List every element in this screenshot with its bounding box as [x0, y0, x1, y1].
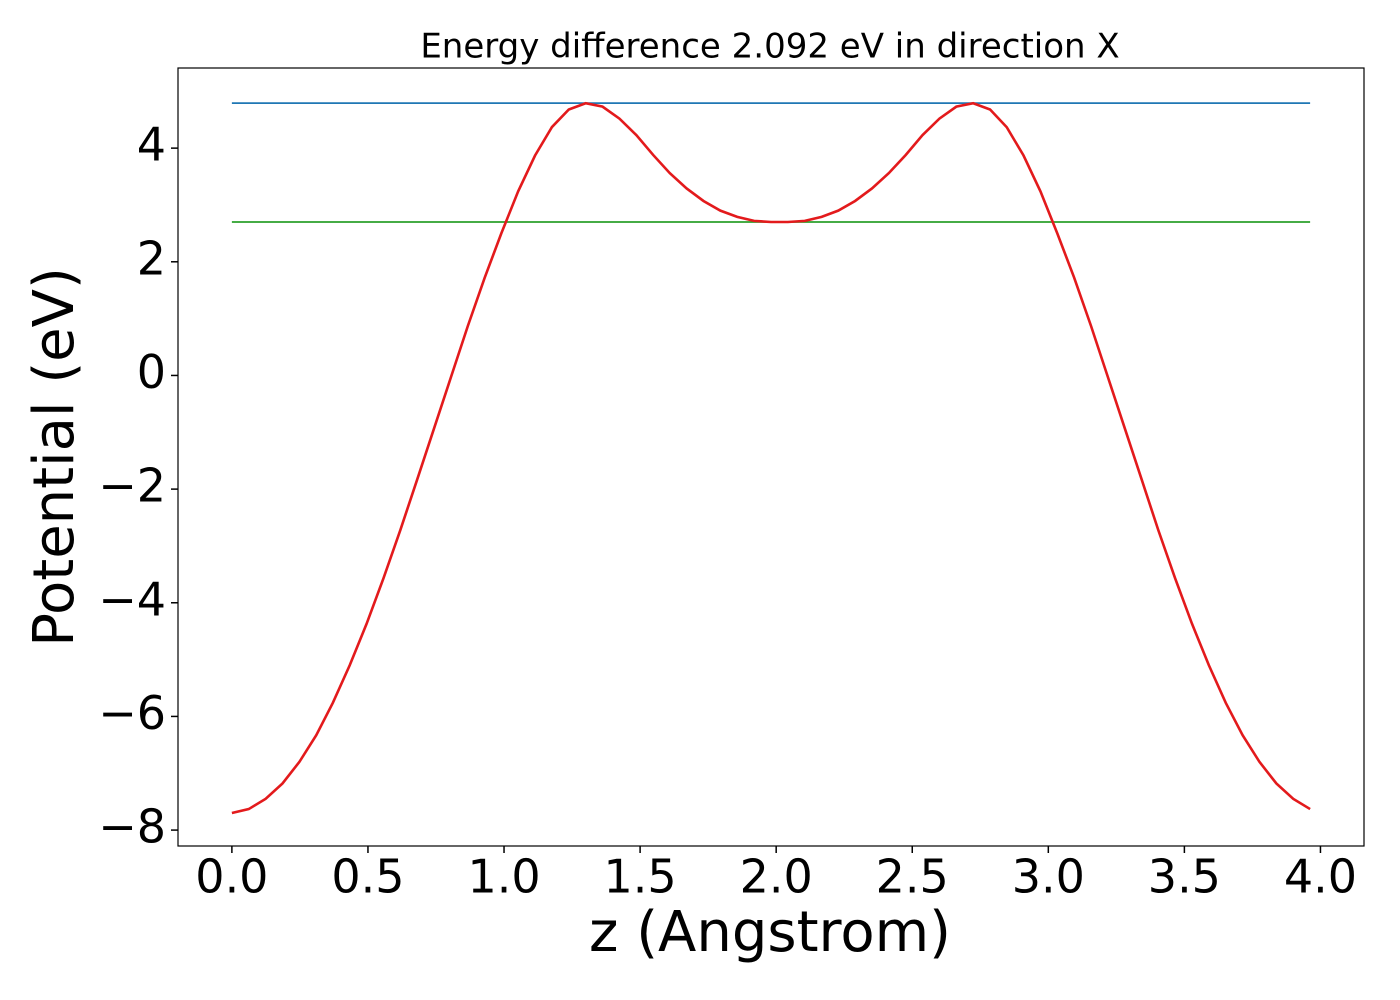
y-tick-label: 4: [137, 118, 166, 172]
x-axis-label: z (Angstrom): [589, 900, 951, 965]
y-tick-label: 0: [137, 345, 166, 399]
x-tick-label: 3.5: [1148, 850, 1221, 904]
y-tick-label: 2: [137, 231, 166, 285]
x-tick-label: 4.0: [1284, 850, 1357, 904]
x-tick-label: 3.0: [1012, 850, 1085, 904]
y-tick-label: −2: [98, 459, 166, 513]
x-tick-label: 1.0: [467, 850, 540, 904]
x-tick-label: 0.0: [195, 850, 268, 904]
y-tick-label: −6: [98, 686, 166, 740]
x-tick-label: 2.0: [740, 850, 813, 904]
chart-title: Energy difference 2.092 eV in direction …: [420, 27, 1119, 67]
x-tick-label: 2.5: [876, 850, 949, 904]
y-axis-label: Potential (eV): [22, 267, 87, 647]
series-line: [231, 101, 1311, 815]
x-tick-label: 1.5: [604, 850, 677, 904]
plot-frame: [177, 67, 1365, 847]
y-tick-label: −4: [98, 572, 166, 626]
y-tick-label: −8: [98, 800, 166, 854]
x-tick-label: 0.5: [331, 850, 404, 904]
